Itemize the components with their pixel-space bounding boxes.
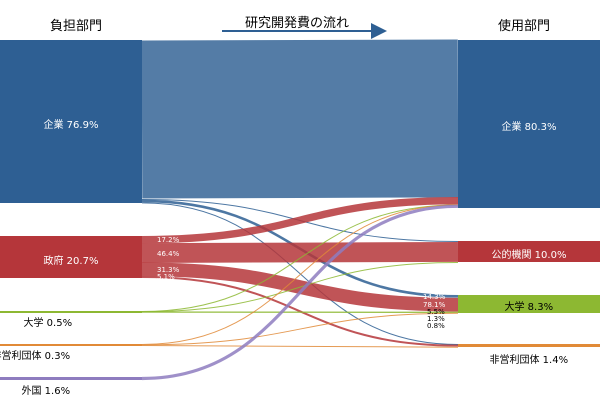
flow-government-to-nonprofit [141,275,459,347]
flow-government-to-government [141,242,459,263]
target-label-company: 企業 80.3% [501,122,557,133]
flow-nonprofit-to-university [141,312,459,346]
flow-nonprofit-to-nonprofit [141,345,459,348]
source-label-nonprofit: 非営利団体 0.3% [0,351,71,362]
flow-nonprofit-to-company [141,204,459,345]
source-node-university [0,311,142,313]
target-node-nonprofit [458,344,600,347]
government-flow-pct: 46.4% [157,250,180,258]
university-inflow-pct: 5.5% [427,308,445,316]
target-node-government [458,241,600,262]
government-flow-pct: 5.1% [157,273,175,281]
flow-company-to-nonprofit [141,202,459,345]
flow-university-to-company [141,204,459,312]
flow-company-to-company [141,39,459,199]
target-node-company [458,40,600,208]
source-label-foreign: 外国 1.6% [21,386,71,397]
source-label-company: 企業 76.9% [43,120,99,131]
target-label-government: 公的機関 10.0% [491,250,567,261]
source-node-government [0,236,142,278]
university-inflow-pct: 0.8% [427,322,445,330]
source-sector-header: 負担部門 [50,19,103,34]
flow-university-to-government [141,261,459,313]
university-inflow-pct: 78.1% [423,301,446,309]
flow-foreign-to-company [141,204,459,381]
source-label-university: 大学 0.5% [23,318,73,329]
flow-government-to-company [141,196,459,244]
user-sector-header: 使用部門 [498,19,551,34]
target-label-nonprofit: 非営利団体 1.4% [489,355,569,366]
source-node-nonprofit [0,344,142,346]
source-label-government: 政府 20.7% [43,256,99,267]
source-node-foreign [0,377,142,380]
government-flow-pct: 31.3% [157,266,180,274]
target-node-university [458,295,600,313]
university-inflow-pct: 14.3% [423,293,446,301]
target-label-university: 大学 8.3% [504,302,554,313]
flow-title: 研究開発費の流れ [245,16,350,31]
university-inflow-pct: 1.3% [427,315,445,323]
source-node-company [0,40,142,203]
government-flow-pct: 17.2% [157,236,180,244]
